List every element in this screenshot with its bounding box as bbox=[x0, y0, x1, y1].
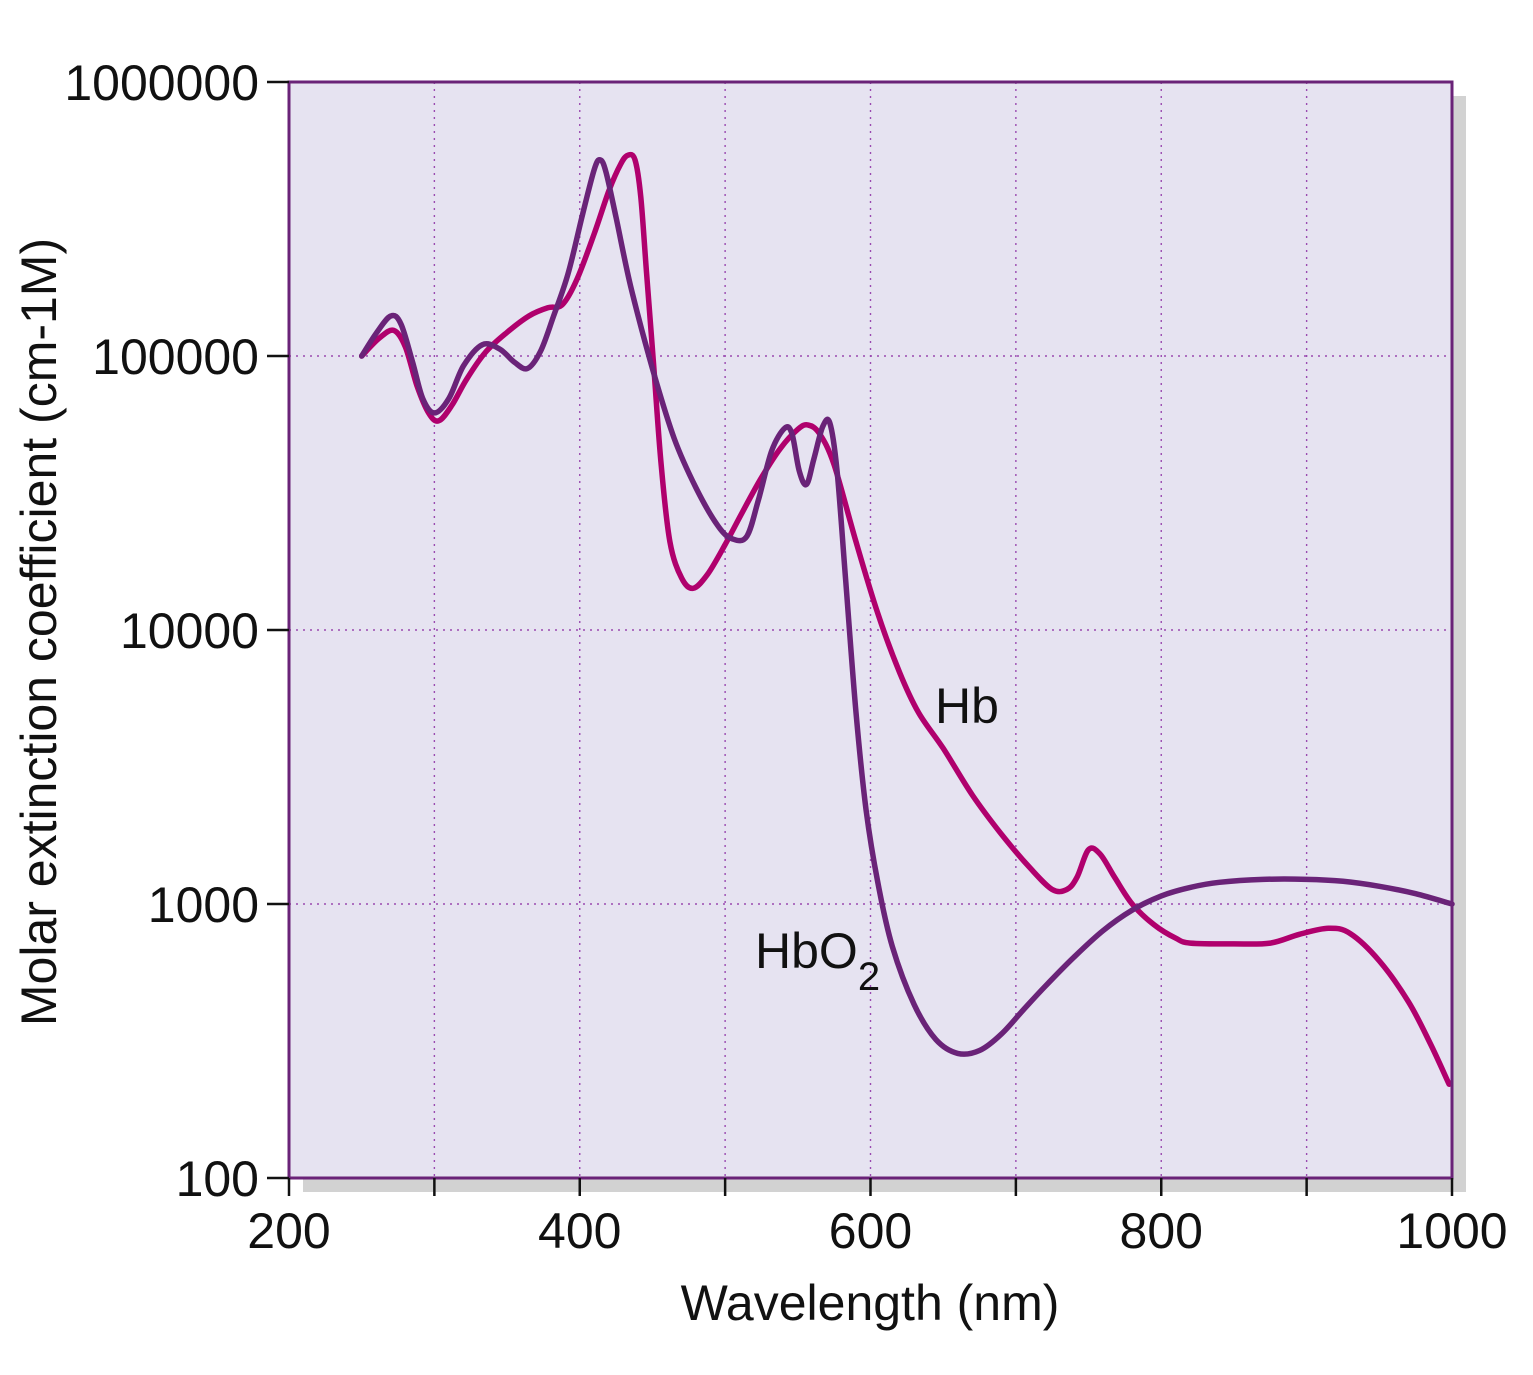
gridlines bbox=[289, 82, 1452, 1178]
x-tick-label-200: 200 bbox=[247, 1203, 330, 1259]
series-label-hbo2: HbO2 bbox=[755, 923, 880, 999]
x-tick-label-600: 600 bbox=[829, 1203, 912, 1259]
y-tick-label-100: 100 bbox=[176, 1151, 259, 1207]
x-tick-label-800: 800 bbox=[1120, 1203, 1203, 1259]
series-label-hb: Hb bbox=[935, 678, 999, 734]
y-tick-label-100000: 100000 bbox=[92, 329, 259, 385]
series-label-hbo2-main: HbO bbox=[755, 923, 858, 979]
series-line-hbo2 bbox=[358, 156, 1455, 1057]
series-lines bbox=[358, 151, 1455, 1087]
y-tick-label-1000000: 1000000 bbox=[64, 55, 259, 111]
x-axis-title: Wavelength (nm) bbox=[681, 1275, 1060, 1331]
series-line-hb bbox=[358, 151, 1452, 1087]
axis-tick-labels: 200 400 600 800 1000 100 1000 10000 100000 100000… bbox=[64, 55, 1507, 1259]
x-tick-label-1000: 1000 bbox=[1396, 1203, 1507, 1259]
y-tick-label-1000: 1000 bbox=[148, 877, 259, 933]
x-tick-label-400: 400 bbox=[538, 1203, 621, 1259]
y-axis-title: Molar extinction coefficient (cm-1M) bbox=[11, 238, 67, 1026]
series-label-hbo2-subscript: 2 bbox=[858, 955, 880, 999]
y-tick-label-10000: 10000 bbox=[120, 603, 259, 659]
axis-ticks bbox=[267, 80, 1454, 1196]
